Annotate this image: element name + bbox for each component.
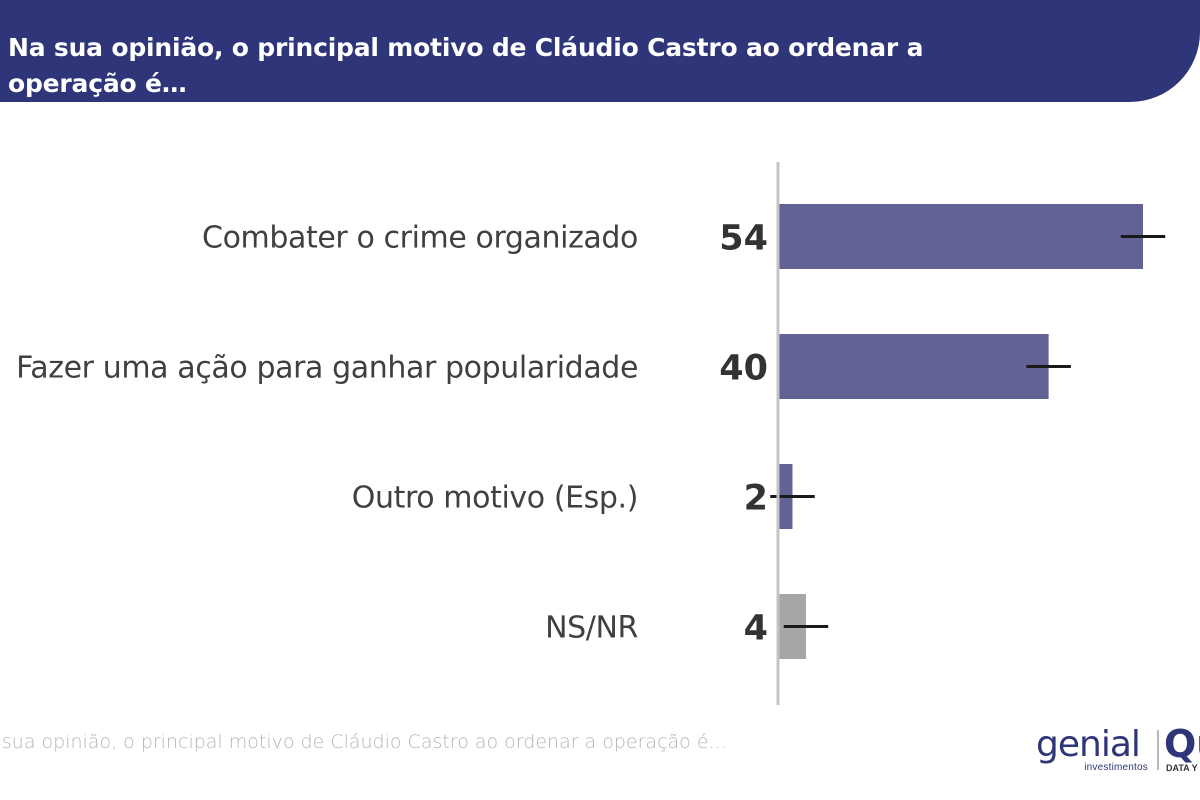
data-label: 4 [744, 609, 768, 649]
header-banner: Na sua opinião, o principal motivo de Cl… [0, 0, 1200, 102]
data-label: 2 [744, 479, 768, 519]
partner-mark: Qu [1164, 722, 1200, 766]
category-label: Combater o crime organizado [202, 221, 638, 256]
genial-logo: genial investimentos [1036, 724, 1148, 774]
category-label: NS/NR [545, 611, 638, 646]
page-title: Na sua opinião, o principal motivo de Cl… [8, 33, 924, 98]
bar-chart: 54 Combater o crime organizado 40 Fazer uma… [16, 162, 1166, 705]
bar [779, 334, 1049, 399]
category-label: Fazer uma ação para ganhar popularidade [16, 351, 638, 386]
quaest-logo: Qu DATA Y [1164, 722, 1200, 774]
brand-divider [1157, 730, 1159, 770]
bar [779, 204, 1143, 269]
data-label: 54 [719, 219, 768, 259]
logo-subtitle: investimentos [1084, 762, 1148, 773]
footer-question-text: Na sua opinião, o principal motivo de Cl… [0, 731, 728, 753]
logo-wordmark: genial [1036, 724, 1141, 765]
category-label: Outro motivo (Esp.) [352, 481, 638, 516]
partner-subtitle: DATA Y [1166, 763, 1198, 773]
data-label: 40 [719, 349, 768, 389]
